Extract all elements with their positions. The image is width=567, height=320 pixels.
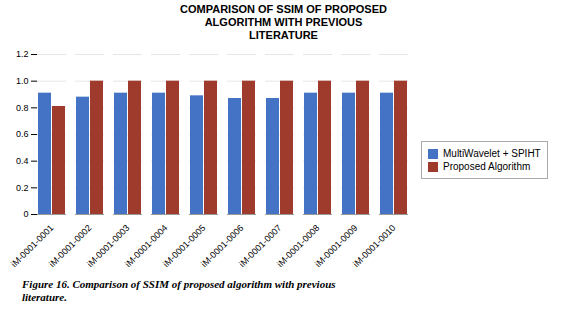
svg-text:0: 0 [23,209,28,219]
svg-text:0.2: 0.2 [16,183,29,193]
svg-text:iM-0001-0003: iM-0001-0003 [85,222,132,270]
svg-text:iM-0001-0006: iM-0001-0006 [199,222,246,270]
html-text:Figure 16. Comparison of SSIM: Figure 16. Comparison of SSIM of propose… [22,278,336,303]
svg-text:1.2: 1.2 [16,49,29,59]
html-text:COMPARISON OF SSIM OF PROPOSED: COMPARISON OF SSIM OF PROPOSED ALGORITHM… [180,3,387,41]
svg-text:0.6: 0.6 [16,129,29,139]
html-text:Proposed Algorithm: Proposed Algorithm [443,161,531,172]
svg-text:1.0: 1.0 [16,76,29,86]
svg-text:0.8: 0.8 [16,103,29,113]
svg-text:iM-0001-0007: iM-0001-0007 [237,222,284,270]
svg-text:0.4: 0.4 [16,156,29,166]
svg-text:iM-0001-0005: iM-0001-0005 [161,222,208,270]
svg-text:iM-0001-0008: iM-0001-0008 [275,222,322,270]
svg-text:iM-0001-0001: iM-0001-0001 [9,222,56,270]
svg-text:iM-0001-0010: iM-0001-0010 [351,223,397,269]
svg-text:iM-0001-0004: iM-0001-0004 [123,222,170,270]
svg-text:iM-0001-0009: iM-0001-0009 [313,222,360,270]
svg-text:iM-0001-0002: iM-0001-0002 [47,222,94,270]
html-text:MultiWavelet + SPIHT: MultiWavelet + SPIHT [443,148,541,159]
